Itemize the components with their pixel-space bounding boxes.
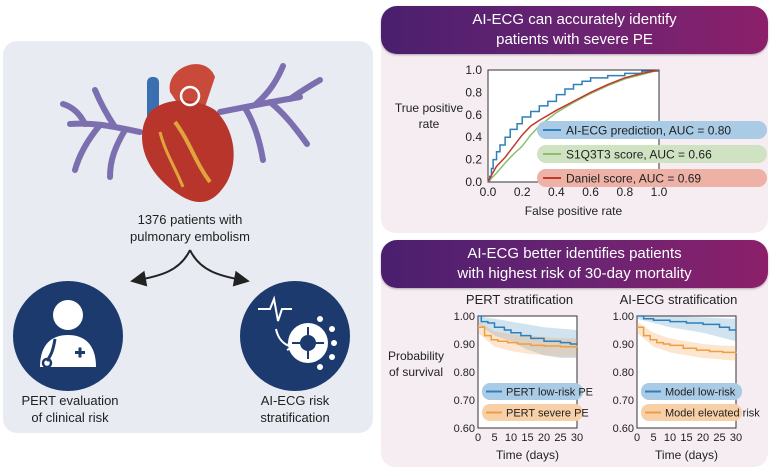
roc-y-tick: 0.6 [465,108,482,122]
embolism-marker [179,85,201,107]
km-legend-label-0-1: PERT severe PE [506,408,589,420]
roc-x-tick: 1.0 [651,185,668,199]
km-x-tick-1: 10 [664,432,676,444]
km-legend-label-0-0: PERT low-risk PE [506,387,593,399]
roc-legend-label-0: AI-ECG prediction, AUC = 0.80 [566,124,731,138]
km-y-tick-0: 0.70 [454,395,475,407]
km-legend-bg-1-1 [641,404,742,421]
km-line-0-1 [478,326,578,348]
km-ylabel-line2: of survival [389,365,443,379]
coronary-artery [173,120,212,184]
roc-legend-bg-2 [537,169,767,187]
km-legend-bg-0-1 [482,404,583,421]
survival-title-line2: with highest risk of 30-day mortality [457,265,692,282]
roc-ylabel-line1: True positive [395,101,464,115]
roc-title-bar: AI-ECG can accurately identify patients … [381,6,768,54]
km-x-tick-0: 10 [505,432,517,444]
roc-x-tick: 0.2 [514,185,531,199]
km-y-tick-1: 0.90 [613,339,634,351]
km-y-tick-0: 1.00 [454,311,475,323]
km-x-tick-0: 15 [521,432,533,444]
km-title-1: AI-ECG stratification [620,292,738,307]
km-x-tick-0: 25 [554,432,566,444]
km-y-tick-1: 0.80 [613,367,634,379]
roc-y-tick: 0.2 [465,153,482,167]
km-x-tick-1: 0 [634,432,640,444]
roc-y-tick: 0.0 [465,175,482,189]
survival-title-line1: AI-ECG better identifies patients [467,245,682,262]
km-legend-bg-0-0 [482,383,583,400]
aiecg-line1: AI-ECG risk [260,393,330,408]
km-x-tick-0: 0 [475,432,481,444]
patients-line1: 1376 patients with [137,212,243,227]
pert-caption: PERT evaluation of clinical risk [10,392,130,426]
roc-ylabel-line2: rate [419,117,440,131]
survival-title-bar: AI-ECG better identifies patients with h… [381,240,768,288]
roc-legend-bg-1 [537,145,767,163]
roc-y-tick: 0.8 [465,85,482,99]
roc-x-tick: 0.0 [480,185,497,199]
coronary-artery-2 [158,131,185,188]
roc-chart: 0.0 0.2 0.4 0.6 0.8 1.0 0.0 0.2 0.4 0.6 0.8 1.0 Fals… [395,63,767,218]
km-ci-band-1-0 [637,316,736,342]
roc-y-tick: 1.0 [465,63,482,77]
km-legend-bg-1-0 [641,383,742,400]
roc-xlabel: False positive rate [525,204,623,218]
roc-line-0 [488,70,660,183]
km-x-tick-0: 30 [571,432,583,444]
roc-y-tick: 0.4 [465,130,482,144]
roc-x-tick: 0.4 [548,185,565,199]
roc-x-tick: 0.6 [582,185,599,199]
pulmonary-vessels-left [60,87,143,180]
km-y-tick-1: 1.00 [613,311,634,323]
arrow-left [130,249,191,287]
km-ylabel-line1: Probability [388,349,444,363]
pulmonary-vessels-right [217,63,323,163]
km-y-tick-1: 0.70 [613,395,634,407]
km-xlabel-1: Time (days) [655,448,718,462]
roc-legend-label-2: Daniel score, AUC = 0.69 [566,172,701,186]
km-x-tick-0: 5 [491,432,497,444]
patients-line2: pulmonary embolism [130,229,250,244]
patients-text: 1376 patients with pulmonary embolism [110,211,270,245]
roc-x-tick: 0.8 [616,185,633,199]
heart-body [142,100,234,203]
km-ci-band-0-1 [478,321,577,357]
km-y-tick-0: 0.60 [454,423,475,435]
km-x-tick-1: 15 [680,432,692,444]
km-y-tick-0: 0.80 [454,367,475,379]
roc-legend-label-1: S1Q3T3 score, AUC = 0.66 [566,148,712,162]
km-line-1-1 [637,326,737,354]
km-line-1-0 [637,315,736,331]
roc-title-line1: AI-ECG can accurately identify [472,11,677,28]
km-legend-label-1-0: Model low-risk [665,387,736,399]
km-legend-label-1-1: Model elevated risk [665,408,760,420]
roc-line-1 [487,69,660,183]
heart-illustration [60,63,323,203]
km-y-tick-0: 0.90 [454,339,475,351]
ai-ecg-icon [240,281,350,391]
km-x-tick-1: 25 [713,432,725,444]
km-x-tick-0: 20 [538,432,550,444]
km-x-tick-1: 30 [730,432,742,444]
doctor-icon [13,281,123,391]
roc-line-2 [487,69,660,183]
km-title-0: PERT stratification [466,292,573,307]
km-line-0-0 [478,315,577,345]
pert-line2: of clinical risk [31,410,109,425]
aorta [169,64,215,107]
km-y-tick-1: 0.60 [613,423,634,435]
split-arrows [130,249,250,287]
roc-title-line2: patients with severe PE [496,31,653,48]
arrow-right [189,249,250,287]
aiecg-line2: stratification [260,410,330,425]
km-x-tick-1: 20 [697,432,709,444]
aiecg-caption: AI-ECG risk stratification [240,392,350,426]
km-xlabel-0: Time (days) [496,448,559,462]
roc-legend-bg-0 [537,121,767,139]
pert-line1: PERT evaluation [21,393,119,408]
km-x-tick-1: 5 [650,432,656,444]
